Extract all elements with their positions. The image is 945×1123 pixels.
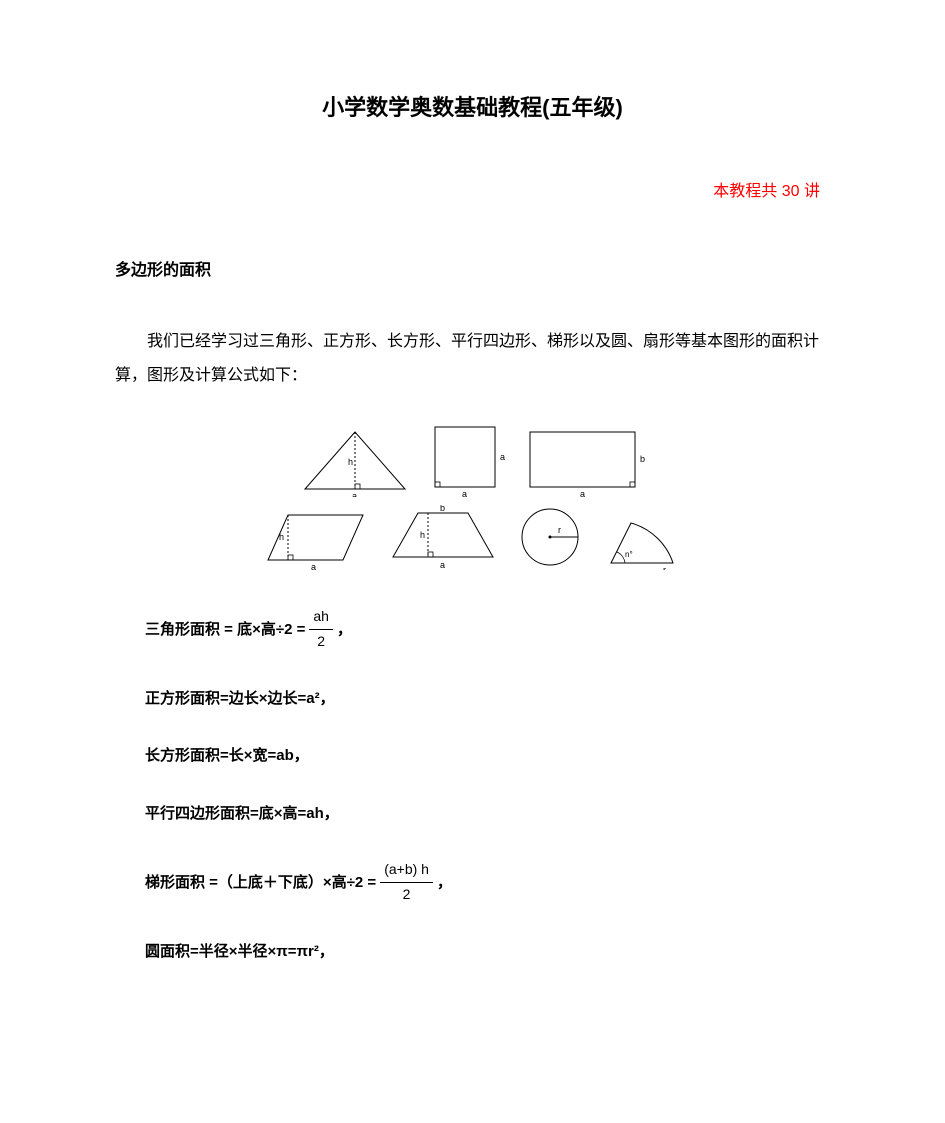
formula-circle: 圆面积=半径×半径×π=πr²， [115,939,830,965]
formula-trapezoid-label: 梯形面积 =（上底＋下底）×高÷2 = [145,870,376,896]
trapezoid-a-label: a [440,560,445,570]
trapezoid-h-label: h [420,530,425,540]
circle-r-label: r [558,525,561,535]
frac-num: ah [309,605,333,630]
rectangle-a-label: a [580,489,585,497]
formula-parallelogram-text: 平行四边形面积=底×高=ah， [145,801,339,827]
formula-triangle-frac: ah 2 [309,605,333,654]
sector-r-label: r [663,565,666,570]
page-title: 小学数学奥数基础教程(五年级) [115,90,830,122]
shapes-diagram: h a a a b a h a [115,422,830,570]
sector-shape: n° r [603,515,683,570]
rectangle-b-label: b [640,454,645,464]
formula-parallelogram: 平行四边形面积=底×高=ah， [115,801,830,827]
sector-n-label: n° [625,550,633,559]
frac-num: (a+b) h [380,858,433,883]
shapes-row-1: h a a a b a [300,422,645,497]
parallelogram-h-label: h [279,532,284,542]
formula-trapezoid: 梯形面积 =（上底＋下底）×高÷2 = (a+b) h 2 ， [115,858,830,907]
lecture-count: 本教程共 30 讲 [115,177,830,201]
formula-triangle-label: 三角形面积 = 底×高÷2 = [145,617,305,643]
triangle-h-label: h [348,457,353,467]
triangle-shape: h a [300,427,410,497]
frac-den: 2 [313,630,329,654]
circle-shape: r [518,505,583,570]
formula-triangle: 三角形面积 = 底×高÷2 = ah 2 ， [115,605,830,654]
triangle-a-label: a [352,491,357,497]
trapezoid-b-label: b [440,505,445,513]
shapes-row-2: h a b h a r n° r [263,505,683,570]
trapezoid-shape: b h a [388,505,498,570]
intro-paragraph: 我们已经学习过三角形、正方形、长方形、平行四边形、梯形以及圆、扇形等基本图形的面… [115,325,830,392]
formula-circle-text: 圆面积=半径×半径×π=πr²， [145,939,334,965]
formula-trapezoid-tail: ， [437,870,452,896]
square-a-label-right: a [500,452,505,462]
formula-square: 正方形面积=边长×边长=a²， [115,686,830,712]
formula-rectangle-text: 长方形面积=长×宽=ab， [145,743,309,769]
formula-trapezoid-frac: (a+b) h 2 [380,858,433,907]
section-heading: 多边形的面积 [115,256,830,280]
formula-rectangle: 长方形面积=长×宽=ab， [115,743,830,769]
frac-den: 2 [399,883,415,907]
formula-square-text: 正方形面积=边长×边长=a²， [145,686,335,712]
rectangle-shape: b a [525,427,645,497]
square-shape: a a [430,422,505,497]
parallelogram-a-label: a [311,562,316,570]
square-a-label-bottom: a [462,489,467,497]
formula-triangle-tail: ， [337,617,352,643]
parallelogram-shape: h a [263,510,368,570]
